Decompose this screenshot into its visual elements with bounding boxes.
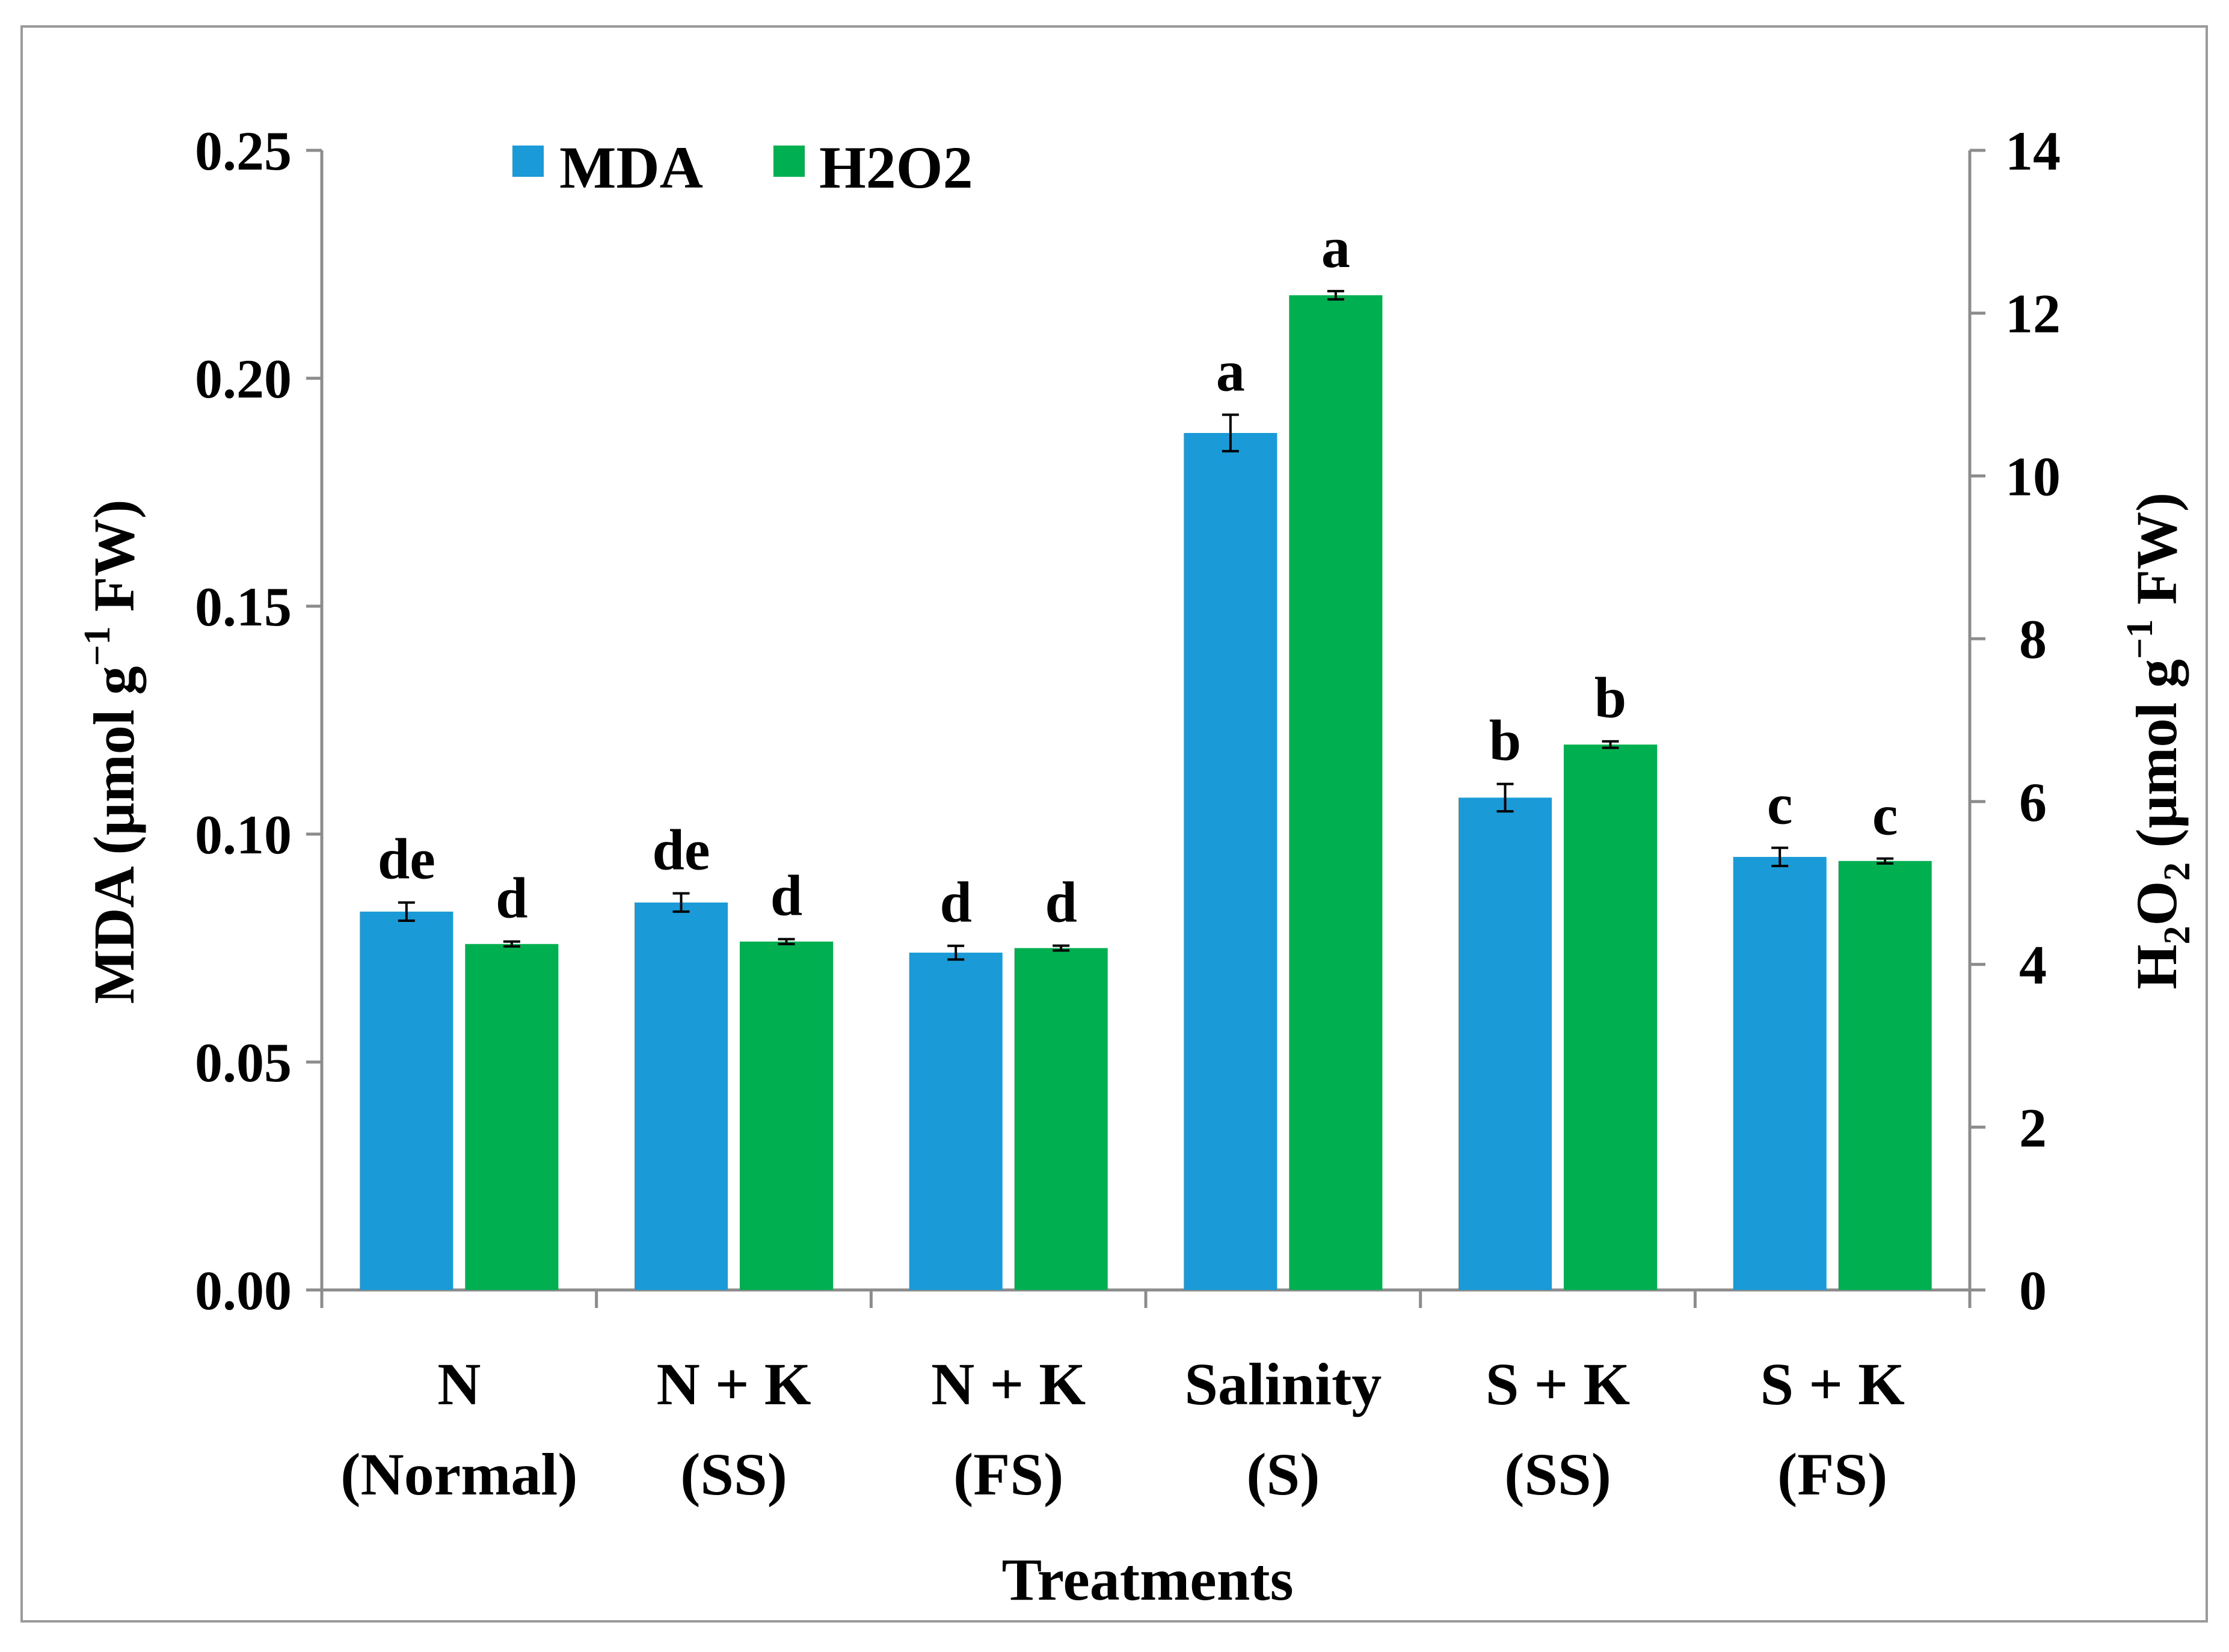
error-bar-h2o2 <box>1602 740 1619 749</box>
error-bar-mda <box>672 892 690 913</box>
x-axis-title: Treatments <box>1001 1546 1293 1613</box>
right-axis-title: H2O2 (µmol g−1 FW) <box>2120 493 2198 989</box>
error-bar-h2o2 <box>1327 290 1344 301</box>
bar-mda <box>635 902 728 1290</box>
bar-h2o2 <box>740 941 833 1290</box>
right-tick-label: 12 <box>2005 283 2061 345</box>
left-tick-label: 0.10 <box>195 804 292 865</box>
error-bar-mda <box>398 901 415 923</box>
legend: MDA H2O2 <box>512 134 973 201</box>
legend-swatch-h2o2 <box>773 146 805 177</box>
category-label-line1: N + K <box>931 1351 1086 1417</box>
bars <box>360 290 1932 1291</box>
significance-letter: d <box>770 864 802 928</box>
left-axis-title-end: FW) <box>82 500 146 627</box>
bar-h2o2 <box>1838 861 1932 1290</box>
right-axis-title-sub2: 2 <box>2157 862 2198 881</box>
legend-label-h2o2: H2O2 <box>819 134 973 201</box>
significance-letter: a <box>1321 215 1350 280</box>
category-label-line1: S + K <box>1486 1351 1630 1417</box>
right-tick-label: 14 <box>2005 120 2061 182</box>
bar-mda <box>360 911 453 1290</box>
chart-frame <box>20 25 2208 1623</box>
right-axis-title-o: O <box>2124 881 2189 926</box>
left-axis-title-main: MDA (µmol g <box>82 666 146 1004</box>
bar-mda <box>1459 797 1552 1290</box>
error-bar-h2o2 <box>778 938 795 945</box>
right-tick-label: 10 <box>2005 446 2061 507</box>
error-bar-mda <box>1222 413 1239 453</box>
category-label-line1: S + K <box>1760 1351 1904 1417</box>
left-tick-label: 0.20 <box>195 348 292 410</box>
significance-letter: b <box>1594 666 1626 730</box>
error-bar-h2o2 <box>503 940 520 948</box>
category-label-line1: N <box>437 1351 481 1417</box>
error-bar-mda <box>1496 782 1514 813</box>
left-axis-title-sup: −1 <box>77 626 118 666</box>
significance-letter: d <box>496 866 527 930</box>
significance-letter: de <box>653 818 710 882</box>
left-tick-label: 0.00 <box>195 1260 292 1321</box>
left-tick-label: 0.15 <box>195 576 292 637</box>
error-bar-h2o2 <box>1877 857 1894 865</box>
significance-letter: d <box>939 870 971 935</box>
legend-swatch-mda <box>512 146 544 177</box>
significance-letter: d <box>1045 870 1077 934</box>
left-tick-label: 0.05 <box>195 1032 292 1093</box>
right-tick-label: 6 <box>2019 772 2047 833</box>
significance-letter: c <box>1767 772 1793 837</box>
significance-letter: de <box>378 827 435 891</box>
category-label-line1: Salinity <box>1184 1351 1382 1417</box>
legend-label-mda: MDA <box>559 134 703 201</box>
error-bar-mda <box>947 944 965 961</box>
error-bar-mda <box>1771 846 1789 868</box>
significance-letter: c <box>1872 783 1898 847</box>
bar-mda <box>1733 856 1827 1290</box>
left-axis-title: MDA (µmol g−1 FW) <box>77 500 146 1004</box>
significance-letter: a <box>1216 339 1245 404</box>
bar-h2o2 <box>1564 745 1657 1290</box>
bar-mda <box>1184 432 1277 1291</box>
tick-marks <box>306 149 1985 1308</box>
error-bar-h2o2 <box>1053 944 1070 952</box>
category-label-line2: (S) <box>1246 1441 1320 1508</box>
bar-h2o2 <box>1289 295 1383 1291</box>
right-tick-label: 4 <box>2019 935 2047 996</box>
category-label-line2: (FS) <box>1777 1441 1887 1508</box>
category-label-line2: (SS) <box>1504 1441 1611 1508</box>
right-tick-label: 2 <box>2019 1097 2047 1158</box>
category-label-line2: (SS) <box>680 1441 787 1508</box>
bar-h2o2 <box>465 944 559 1290</box>
right-axis-title-mid: (µmol g <box>2124 659 2189 862</box>
left-tick-label: 0.25 <box>195 120 292 182</box>
right-axis-title-sup: −1 <box>2120 619 2160 659</box>
right-axis-title-sub1: 2 <box>2157 926 2198 944</box>
bar-mda <box>909 953 1003 1290</box>
right-tick-label: 0 <box>2019 1260 2047 1321</box>
labels: 0.000.050.100.150.200.2502468101214dedN(… <box>195 120 2061 1508</box>
right-tick-label: 8 <box>2019 609 2047 670</box>
category-label-line1: N + K <box>657 1351 811 1417</box>
category-label-line2: (FS) <box>953 1441 1063 1508</box>
right-axis-title-h: H <box>2124 944 2189 989</box>
significance-letter: b <box>1489 708 1521 773</box>
right-axis-title-end: FW) <box>2124 493 2189 619</box>
bar-h2o2 <box>1014 948 1108 1290</box>
category-label-line2: (Normal) <box>340 1441 577 1508</box>
